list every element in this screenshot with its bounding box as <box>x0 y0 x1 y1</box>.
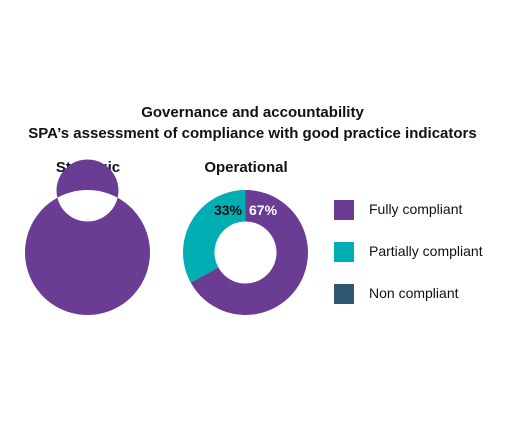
strategic-donut-chart: 100% <box>24 159 150 315</box>
data-label-partially-compliant: 33% <box>214 202 243 218</box>
legend-item-partially-compliant: Partially compliant <box>334 242 504 262</box>
data-label-fully-compliant: 67% <box>249 202 278 218</box>
legend-swatch-fully-compliant <box>334 200 354 220</box>
chart-title: Governance and accountability <box>141 104 364 121</box>
legend-item-fully-compliant: Fully compliant <box>334 200 504 220</box>
data-label-fully-compliant: 100% <box>70 202 106 218</box>
donut-segment-fully-compliant <box>24 159 150 315</box>
operational-chart-title: Operational <box>204 159 288 176</box>
legend-label-fully-compliant: Fully compliant <box>369 201 463 217</box>
chart-subtitle: SPA’s assessment of compliance with good… <box>28 125 477 142</box>
legend-label-partially-compliant: Partially compliant <box>369 243 483 259</box>
legend-swatch-partially-compliant <box>334 242 354 262</box>
legend-swatch-non-compliant <box>334 284 354 304</box>
legend-item-non-compliant: Non compliant <box>334 284 504 304</box>
legend-label-non-compliant: Non compliant <box>369 285 459 301</box>
donut-segment-partially-compliant <box>183 190 246 283</box>
donut-segment-fully-compliant <box>190 190 308 315</box>
operational-donut-chart: 67% 33% <box>183 190 308 315</box>
